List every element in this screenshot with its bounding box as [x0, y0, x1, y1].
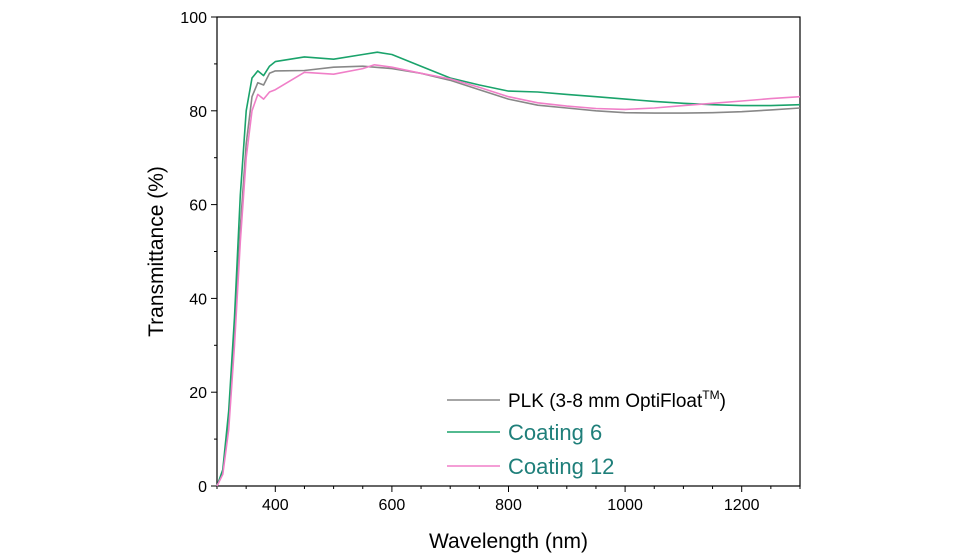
legend-label-3: Coating 12 [508, 454, 614, 479]
y-tick-label: 100 [180, 10, 207, 27]
series-lines [216, 51, 801, 487]
y-axis-title: Transmittance (%) [145, 166, 168, 337]
legend: PLK (3-8 mm OptiFloatTM) Coating 6 Coating… [447, 388, 726, 479]
y-tick-label: 40 [189, 291, 207, 308]
y-tick-label: 80 [189, 104, 207, 121]
series-line-1 [216, 65, 801, 487]
y-tick-label: 0 [198, 479, 207, 496]
series-line-3 [216, 64, 801, 487]
legend-label-1: PLK (3-8 mm OptiFloatTM) [508, 388, 726, 412]
x-tick-label: 400 [262, 497, 289, 514]
legend-label-text: Coating 12 [508, 454, 614, 479]
plot-frame [216, 16, 801, 487]
plot-border [216, 16, 801, 487]
x-tick-label: 600 [379, 497, 406, 514]
legend-label-2: Coating 6 [508, 420, 602, 445]
legend-label-suffix: ) [720, 391, 726, 412]
series-line-2 [216, 51, 801, 487]
x-tick-label: 1000 [607, 497, 643, 514]
legend-label-text: Coating 6 [508, 420, 602, 445]
y-tick-label: 60 [189, 198, 207, 215]
y-tick-label: 20 [189, 385, 207, 402]
x-tick-label: 1200 [724, 497, 760, 514]
x-tick-label: 800 [495, 497, 522, 514]
legend-label-text: PLK (3-8 mm OptiFloat [508, 391, 703, 412]
x-axis-title: Wavelength (nm) [429, 530, 588, 553]
y-axis-ticks: 0 20 40 60 80 100 [180, 10, 217, 496]
x-axis-ticks: 400 600 800 1000 1200 [216, 486, 801, 514]
legend-label-superscript: TM [702, 388, 719, 402]
